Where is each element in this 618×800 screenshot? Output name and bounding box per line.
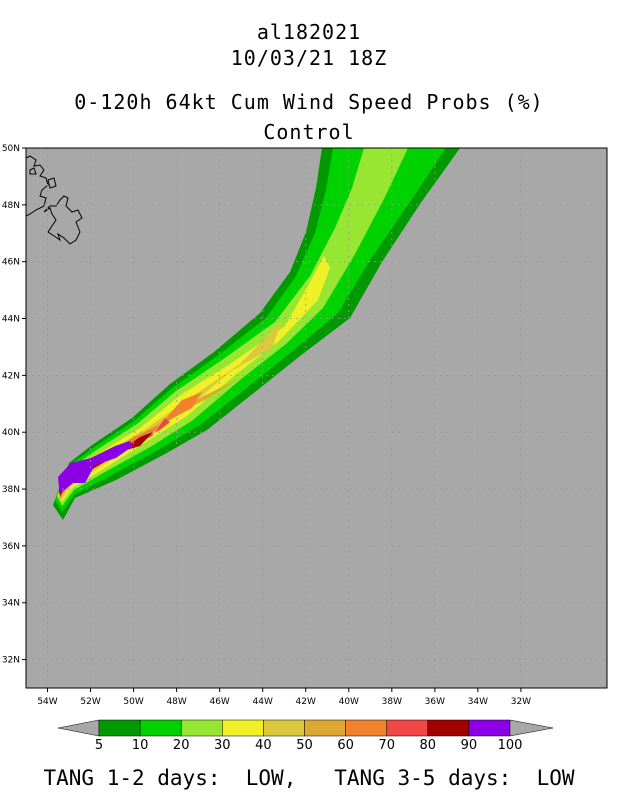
colorbar-over-arrow (509, 719, 554, 737)
lon-tick-label: 32W (511, 697, 531, 707)
band-30-pct (58, 256, 330, 502)
lon-tick-label: 48W (166, 697, 186, 707)
lon-tick-label: 38W (382, 697, 402, 707)
band-90-pct (58, 441, 133, 493)
colorbar-label: 80 (420, 738, 437, 753)
colorbar-label: 100 (498, 738, 523, 753)
colorbar-swatch (345, 719, 387, 737)
lat-tick-label: 48N (2, 201, 20, 211)
lon-tick-label: 40W (339, 697, 359, 707)
lat-tick-label: 38N (2, 485, 20, 495)
colorbar-label: 40 (255, 738, 272, 753)
probability-swath (26, 148, 460, 520)
colorbar-swatch (263, 719, 305, 737)
colorbar-swatch (386, 719, 429, 737)
colorbar-swatch (139, 719, 182, 737)
colorbar-swatch (180, 719, 223, 737)
run-name: Control (263, 120, 355, 144)
colorbar-label: 5 (95, 738, 103, 753)
lat-tick-label: 46N (2, 258, 20, 268)
lat-tick-label: 34N (2, 599, 20, 609)
product-title: 0-120h 64kt Cum Wind Speed Probs (%) (74, 90, 544, 114)
colorbar-swatch (427, 719, 470, 737)
lat-tick-label: 32N (2, 656, 20, 666)
colorbar-swatch (222, 719, 264, 737)
lat-tick-label: 42N (2, 371, 20, 381)
colorbar-label: 60 (337, 738, 354, 753)
colorbar-label: 90 (461, 738, 478, 753)
colorbar: 5 10 20 30 40 50 60 70 80 90 100 (57, 719, 554, 753)
axis-ticks: 54W 52W 50W 48W 46W 44W 42W 40W 38W 36W 34W 32W 32N 3… (2, 144, 531, 707)
lon-tick-label: 46W (209, 697, 229, 707)
lat-tick-label: 40N (2, 428, 20, 438)
colorbar-label: 30 (214, 738, 231, 753)
lon-tick-label: 36W (425, 697, 445, 707)
colorbar-label: 70 (378, 738, 395, 753)
graticule (26, 148, 607, 688)
colorbar-label: 50 (296, 738, 313, 753)
map-frame (25, 147, 608, 689)
lat-tick-label: 36N (2, 542, 20, 552)
lat-tick-label: 44N (2, 315, 20, 325)
lon-tick-label: 34W (468, 697, 488, 707)
issue-time: 10/03/21 18Z (230, 46, 388, 70)
colorbar-under-arrow (57, 719, 100, 737)
storm-id: al182021 (256, 20, 362, 44)
lon-tick-label: 54W (37, 697, 57, 707)
lon-tick-label: 44W (253, 697, 273, 707)
coastline (26, 155, 83, 245)
lon-tick-label: 42W (296, 697, 316, 707)
colorbar-swatch (98, 719, 141, 737)
lat-tick-label: 50N (2, 144, 20, 154)
lon-tick-label: 50W (123, 697, 143, 707)
colorbar-swatch (468, 719, 511, 737)
colorbar-swatch (304, 719, 346, 737)
tang-summary: TANG 1-2 days: LOW, TANG 3-5 days: LOW (43, 766, 575, 790)
colorbar-label: 10 (132, 738, 149, 753)
lon-tick-label: 52W (80, 697, 100, 707)
colorbar-label: 20 (173, 738, 190, 753)
